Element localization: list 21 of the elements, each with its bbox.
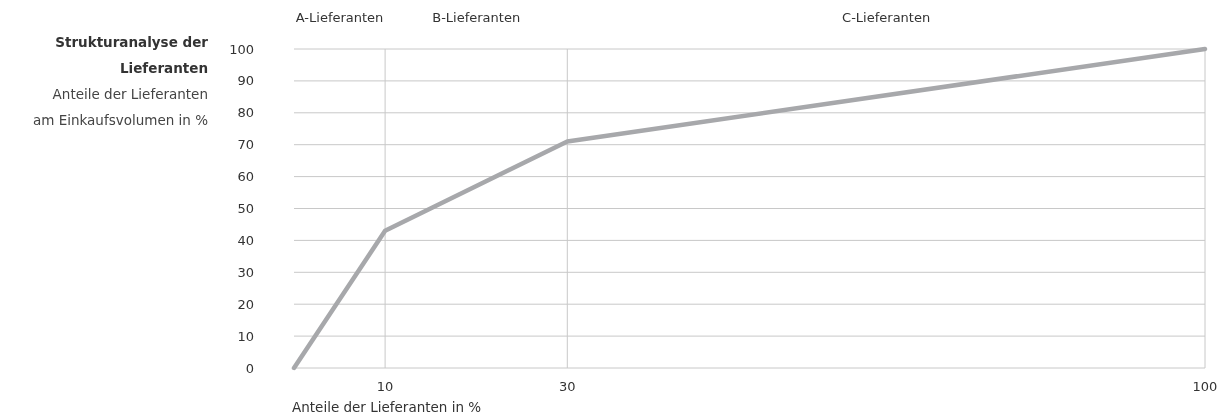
y-tick-label: 100 — [229, 41, 254, 57]
text: Strukturanalyse der Lieferanten — [55, 34, 209, 76]
y-tick-label: 90 — [237, 73, 254, 89]
y-tick-label: 50 — [237, 201, 254, 217]
x-tick-label: 30 — [559, 379, 576, 394]
x-axis-title: Anteile der Lieferanten in % — [292, 399, 482, 415]
y-tick-label: 60 — [237, 169, 254, 185]
text: B-Lieferanten — [432, 10, 521, 25]
x-tick-label: 10 — [376, 379, 394, 394]
x-tick-label: 100 — [1192, 379, 1218, 394]
y-tick-label: 20 — [237, 296, 254, 312]
y-tick-label: 80 — [237, 105, 254, 121]
y-tick-label: 10 — [237, 328, 254, 344]
text: Anteile der Lieferanten am Einkaufsvolumen in % — [32, 86, 209, 128]
line-series — [291, 46, 1208, 371]
y-tick-label: 30 — [237, 264, 254, 280]
y-tick-label: 0 — [245, 360, 254, 376]
y-tick-label: 70 — [237, 137, 254, 153]
text: A-Lieferanten — [295, 10, 384, 25]
text: C-Lieferanten — [842, 10, 931, 25]
y-tick-label: 40 — [237, 232, 254, 248]
